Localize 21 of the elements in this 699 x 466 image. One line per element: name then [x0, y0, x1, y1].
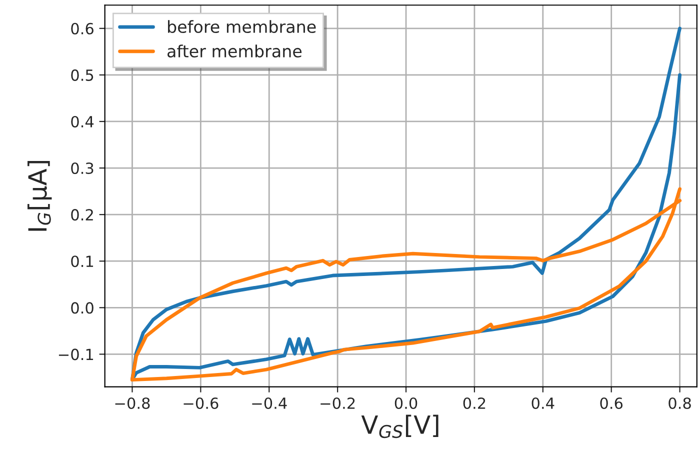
y-tick-label: 0.4 — [71, 116, 94, 128]
x-tick-label: −0.8 — [115, 397, 150, 410]
x-tick-label: −0.2 — [320, 397, 355, 410]
x-tick-label: 0.6 — [600, 397, 623, 410]
x-tick-label: −0.6 — [184, 397, 218, 410]
y-tick-label: −0.1 — [58, 348, 94, 360]
y-tick-label: 0.6 — [71, 22, 94, 34]
y-tick-label: 0.0 — [71, 302, 94, 314]
y-axis-title: I$_{G}$[μA] — [28, 160, 52, 231]
x-tick-label: 0.0 — [394, 397, 418, 410]
x-tick-label: 0.2 — [463, 397, 486, 410]
x-tick-label: −0.4 — [252, 397, 287, 410]
y-tick-label: 0.5 — [71, 69, 94, 81]
x-tick-label: 0.4 — [532, 397, 554, 410]
legend-label: before membrane — [168, 20, 316, 34]
legend-label: after membrane — [168, 44, 302, 58]
x-axis-title: V$_{GS}$[V] — [361, 414, 438, 438]
y-tick-label: 0.3 — [71, 162, 94, 174]
y-tick-label: 0.2 — [71, 209, 93, 221]
x-tick-label: 0.8 — [668, 397, 691, 410]
y-tick-label: 0.1 — [71, 256, 94, 268]
